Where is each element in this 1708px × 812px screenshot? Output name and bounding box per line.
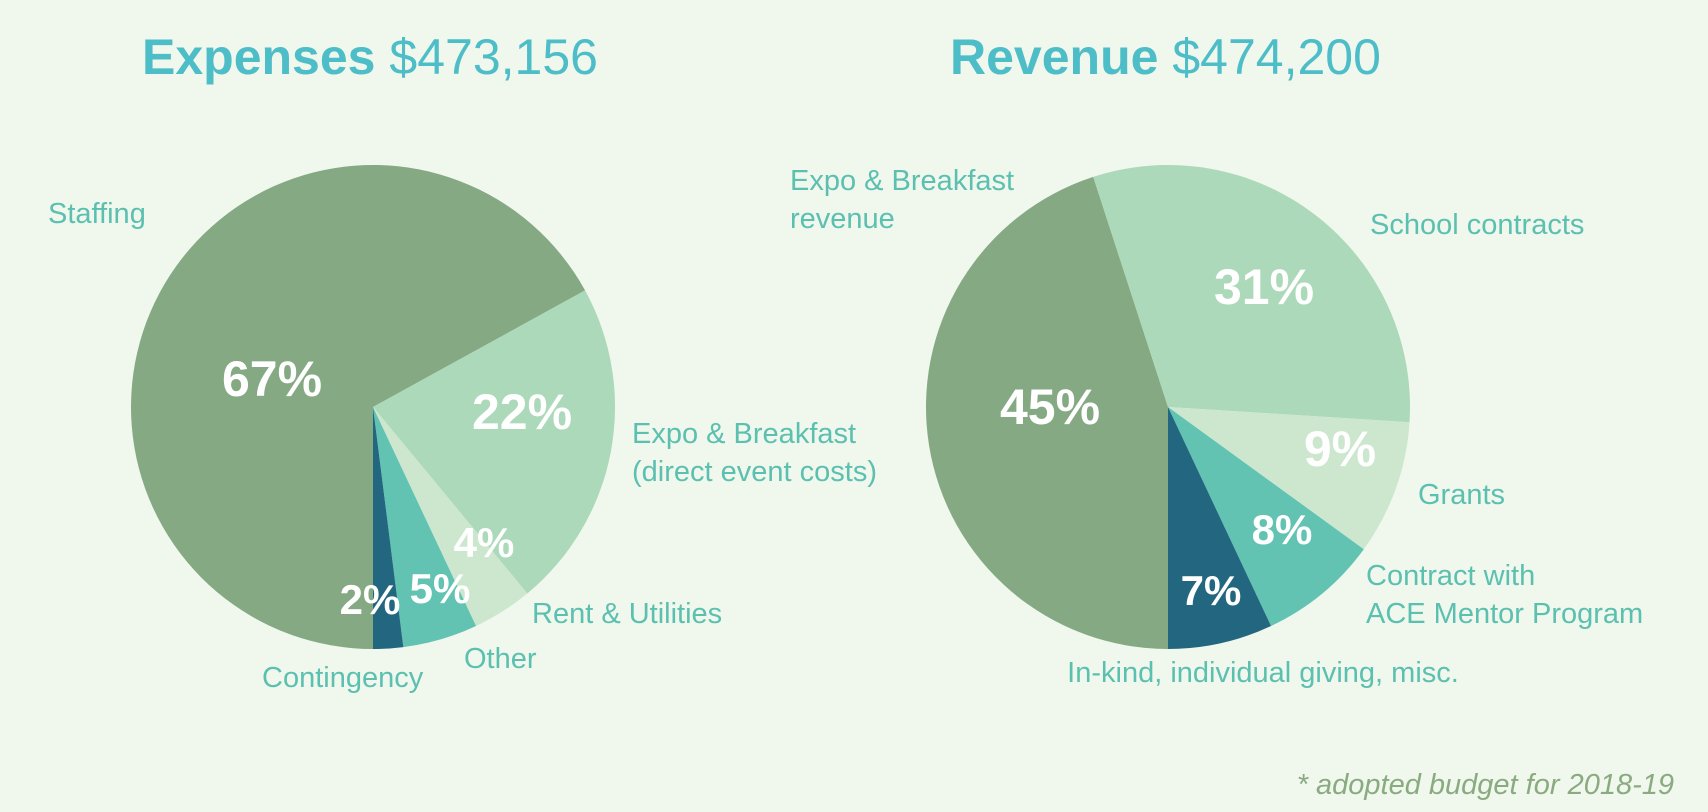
pie-slice [1168, 407, 1364, 626]
slice-category-label: Other [464, 643, 537, 675]
pie-slice [1093, 164, 1410, 423]
pie-slice [131, 164, 586, 649]
expenses-title-word: Expenses [142, 29, 376, 85]
revenue-pie: 45% Expo & Breakfast revenue 31% School cont… [790, 164, 1643, 689]
slice-percent-label: 5% [410, 565, 471, 612]
slice-percent-label: 4% [454, 519, 515, 566]
pie-slice [373, 290, 616, 594]
pie-slice [1168, 407, 1272, 649]
expenses-title-amount: $473,156 [389, 29, 598, 85]
expenses-title: Expenses $473,156 [142, 28, 598, 86]
slice-percent-label: 9% [1304, 421, 1376, 477]
slice-category-label: Contract with ACE Mentor Program [1366, 560, 1643, 630]
slice-percent-label: 31% [1214, 259, 1314, 315]
slice-category-label: Staffing [48, 198, 146, 230]
slice-category-label: In-kind, individual giving, misc. [1067, 657, 1459, 689]
pie-slice [1168, 407, 1410, 550]
slice-percent-label: 8% [1252, 506, 1313, 553]
slice-category-label: Rent & Utilities [532, 598, 722, 630]
slice-category-label: Expo & Breakfast revenue [790, 165, 1014, 235]
pie-slice [373, 407, 404, 649]
slice-category-label: School contracts [1370, 209, 1584, 241]
expenses-pie: 67% Staffing 22% Expo & Breakfast (direct ev… [48, 164, 877, 694]
slice-percent-label: 7% [1181, 567, 1242, 614]
slice-percent-label: 67% [222, 351, 322, 407]
pie-slice [925, 176, 1168, 649]
revenue-title-amount: $474,200 [1172, 29, 1381, 85]
revenue-title-word: Revenue [950, 29, 1159, 85]
slice-category-label: Contingency [262, 662, 424, 694]
footnote: * adopted budget for 2018-19 [1296, 769, 1674, 801]
pie-slice [373, 407, 528, 626]
slice-percent-label: 22% [472, 384, 572, 440]
slice-percent-label: 45% [1000, 379, 1100, 435]
slice-category-label: Grants [1418, 479, 1505, 511]
slice-category-label: Expo & Breakfast (direct event costs) [632, 418, 877, 488]
pie-slice [373, 407, 477, 648]
revenue-title: Revenue $474,200 [950, 28, 1381, 86]
slice-percent-label: 2% [340, 576, 401, 623]
